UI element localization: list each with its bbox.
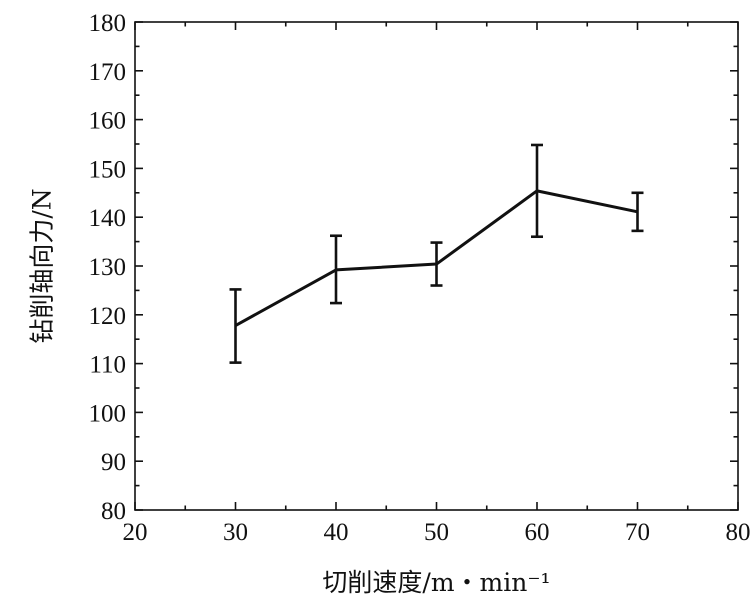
x-tick-label: 80 <box>726 519 750 546</box>
data-point-error-bar <box>330 234 342 305</box>
y-tick-label: 160 <box>89 108 127 135</box>
y-tick-label: 120 <box>89 303 127 330</box>
x-tick-label: 50 <box>424 519 449 546</box>
data-point-error-bar <box>229 288 242 364</box>
data-point-error-bar <box>631 191 644 233</box>
y-tick-label: 80 <box>101 498 126 525</box>
y-tick-label: 170 <box>89 59 127 86</box>
plot-area: 20 30 40 50 60 70 80 80 90 100 110 120 130 140 150 160 1… <box>89 10 750 546</box>
y-tick-label: 150 <box>89 156 127 183</box>
y-tick-label: 180 <box>89 10 127 37</box>
data-point-error-bar <box>430 241 443 287</box>
y-tick-label: 90 <box>101 449 126 476</box>
x-axis-label: 切削速度/m・min⁻¹ <box>322 568 550 597</box>
x-tick-label: 70 <box>625 519 650 546</box>
data-point-error-bar <box>531 143 543 239</box>
x-tick-label: 20 <box>123 519 148 546</box>
x-tick-label: 60 <box>525 519 550 546</box>
x-tick-label: 40 <box>324 519 349 546</box>
x-tick-label: 30 <box>223 519 248 546</box>
y-tick-label: 130 <box>89 254 127 281</box>
y-axis-label: 钻削轴向力/N <box>28 188 57 343</box>
y-tick-label: 110 <box>89 352 126 379</box>
y-tick-label: 140 <box>89 205 127 232</box>
y-tick-label: 100 <box>89 400 127 427</box>
